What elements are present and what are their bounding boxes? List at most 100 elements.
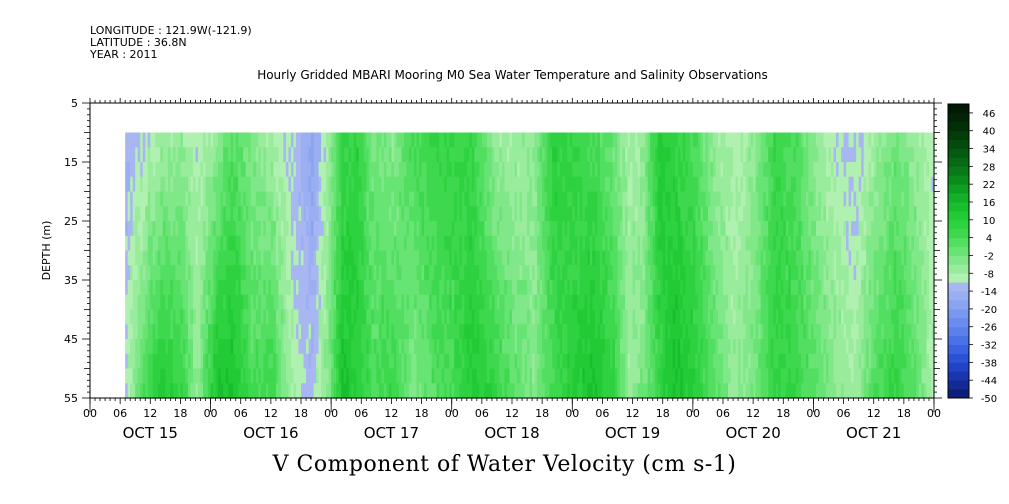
heatmap-cell: [572, 339, 576, 355]
heatmap-cell: [652, 206, 656, 222]
heatmap-cell: [426, 353, 430, 370]
heatmap-cell: [306, 191, 310, 207]
heatmap-cell: [356, 132, 360, 148]
heatmap-cell: [238, 206, 242, 222]
heatmap-cell: [220, 339, 224, 355]
heatmap-cell: [524, 294, 528, 311]
heatmap-cell: [617, 383, 621, 399]
heatmap-cell: [313, 250, 317, 266]
heatmap-cell: [145, 206, 149, 222]
heatmap-cell: [760, 265, 764, 281]
heatmap-cell: [195, 265, 199, 281]
heatmap-cell: [424, 368, 428, 384]
heatmap-cell: [484, 353, 488, 370]
heatmap-cell: [313, 132, 317, 148]
heatmap-cell: [177, 206, 182, 222]
heatmap-cell: [655, 250, 659, 266]
heatmap-cell: [187, 176, 192, 193]
heatmap-cell: [313, 235, 317, 252]
heatmap-cell: [268, 176, 272, 193]
heatmap-cell: [371, 383, 375, 399]
heatmap-cell: [298, 280, 302, 296]
heatmap-cell: [295, 339, 300, 355]
heatmap-cell: [665, 324, 669, 340]
heatmap-cell: [454, 235, 458, 252]
heatmap-cell: [486, 280, 490, 296]
heatmap-cell: [753, 309, 757, 325]
heatmap-cell: [725, 162, 729, 178]
heatmap-cell: [456, 235, 460, 252]
heatmap-cell: [564, 280, 568, 296]
heatmap-cell: [142, 368, 146, 384]
heatmap-cell: [228, 250, 232, 266]
heatmap-cell: [479, 147, 483, 163]
heatmap-cell: [346, 368, 350, 384]
heatmap-cell: [388, 324, 393, 340]
heatmap-cell: [250, 353, 254, 370]
heatmap-cell: [740, 294, 744, 311]
heatmap-cell: [773, 235, 777, 252]
heatmap-cell: [288, 294, 292, 311]
heatmap-cell: [461, 339, 465, 355]
heatmap-cell: [393, 206, 398, 222]
heatmap-cell: [155, 132, 159, 148]
heatmap-cell: [552, 280, 556, 296]
heatmap-cell: [283, 324, 287, 340]
heatmap-cell: [313, 176, 317, 193]
heatmap-cell: [755, 191, 759, 207]
heatmap-cell: [765, 191, 769, 207]
heatmap-cell: [180, 250, 184, 266]
heatmap-cell: [396, 339, 400, 355]
heatmap-cell: [481, 221, 485, 237]
heatmap-cell: [469, 339, 473, 355]
heatmap-cell: [557, 294, 561, 311]
heatmap-cell: [378, 191, 382, 207]
heatmap-cell: [562, 339, 566, 355]
heatmap-cell: [665, 294, 669, 311]
heatmap-cell: [753, 221, 757, 237]
heatmap-cell: [745, 265, 749, 281]
heatmap-cell: [815, 206, 820, 222]
heatmap-cell: [230, 383, 234, 399]
heatmap-cell: [702, 339, 707, 355]
heatmap-cell: [225, 368, 229, 384]
heatmap-cell: [162, 147, 166, 163]
heatmap-cell: [270, 221, 274, 237]
heatmap-cell: [235, 265, 239, 281]
heatmap-cell: [501, 368, 506, 384]
heatmap-cell: [210, 339, 214, 355]
heatmap-cell: [665, 250, 669, 266]
heatmap-cell: [313, 368, 317, 384]
heatmap-cell: [301, 221, 305, 237]
heatmap-cell: [519, 353, 523, 370]
heatmap-cell: [419, 353, 423, 370]
heatmap-cell: [642, 324, 646, 340]
heatmap-cell: [544, 132, 548, 148]
heatmap-cell: [562, 147, 566, 163]
heatmap-cell: [449, 324, 453, 340]
heatmap-cell: [238, 162, 242, 178]
heatmap-cell: [682, 265, 686, 281]
heatmap-cell: [484, 383, 488, 399]
heatmap-cell: [409, 294, 413, 311]
heatmap-cell: [145, 383, 149, 399]
heatmap-cell: [755, 324, 759, 340]
heatmap-cell: [474, 162, 478, 178]
heatmap-cell: [456, 176, 460, 193]
heatmap-cell: [318, 235, 322, 252]
heatmap-cell: [652, 353, 656, 370]
heatmap-cell: [225, 280, 229, 296]
heatmap-cell: [235, 324, 239, 340]
heatmap-cell: [283, 383, 287, 399]
heatmap-cell: [745, 250, 749, 266]
heatmap-cell: [667, 383, 671, 399]
heatmap-cell: [815, 265, 820, 281]
heatmap-cell: [142, 309, 146, 325]
heatmap-cell: [255, 339, 259, 355]
heatmap-cell: [233, 235, 237, 252]
heatmap-cell: [215, 191, 219, 207]
heatmap-cell: [275, 324, 279, 340]
heatmap-cell: [579, 176, 583, 193]
heatmap-cell: [215, 383, 219, 399]
heatmap-cell: [439, 162, 443, 178]
